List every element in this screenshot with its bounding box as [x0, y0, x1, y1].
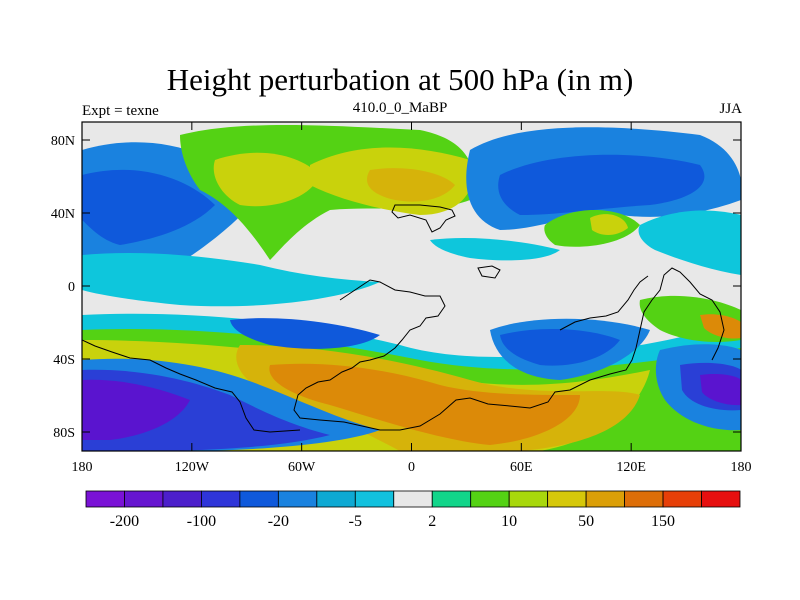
colorbar-swatch	[701, 490, 741, 508]
field-se-darkblue	[500, 328, 620, 366]
lat-tick-label: 80S	[53, 426, 75, 441]
lon-tick-label: 120E	[616, 460, 646, 475]
lon-tick-label: 180	[731, 460, 752, 475]
latitude-axis: 80N 40N 0 40S 80S	[51, 134, 741, 441]
colorbar-swatch	[201, 490, 241, 508]
lon-tick-label: 60E	[510, 460, 533, 475]
lon-tick-label: 120W	[175, 460, 210, 475]
colorbar-label: -20	[268, 513, 289, 530]
colorbar: -200 -100 -20 -5 2 10 50 150	[85, 490, 741, 530]
colorbar-swatch	[585, 490, 625, 508]
colorbar-label: 2	[428, 513, 436, 530]
field-far-east-purple	[700, 373, 741, 406]
lat-tick-label: 40N	[51, 207, 75, 222]
lon-tick-label: 60W	[288, 460, 316, 475]
coastline-east	[559, 275, 649, 331]
field-south-orange	[269, 363, 580, 445]
colorbar-label: -100	[187, 513, 216, 530]
colorbar-swatch	[162, 490, 202, 508]
colorbar-swatch	[393, 490, 433, 508]
colorbar-swatch	[277, 490, 318, 508]
colorbar-swatch	[624, 490, 664, 508]
coastline-arabia	[477, 265, 501, 279]
field-sw-purple	[82, 379, 190, 440]
field-na-darkblue	[82, 169, 215, 245]
time-label: 410.0_0_MaBP	[352, 100, 448, 116]
lon-tick-label: 0	[408, 460, 415, 475]
colorbar-label: 50	[578, 513, 594, 530]
colorbar-label: -200	[110, 513, 139, 530]
coastline-southwest	[82, 339, 301, 433]
field-tropic-darkblue	[230, 318, 380, 349]
plot-title: Height perturbation at 500 hPa (in m)	[166, 62, 634, 97]
field-east-orange	[700, 314, 741, 339]
lat-tick-label: 0	[68, 280, 75, 295]
colorbar-swatch	[662, 490, 702, 508]
experiment-label: Expt = texne	[82, 103, 159, 119]
colorbar-swatch	[547, 490, 587, 508]
coastline-europe	[391, 204, 456, 233]
colorbar-label: 10	[501, 513, 517, 530]
coastlines	[82, 204, 725, 433]
colorbar-swatch	[316, 490, 356, 508]
field-tropic-cyan	[82, 253, 380, 307]
colorbar-swatch	[239, 490, 279, 508]
lat-tick-label: 80N	[51, 134, 75, 149]
colorbar-label: 150	[651, 513, 675, 530]
contour-field	[82, 122, 741, 451]
coastline-main	[293, 267, 725, 431]
colorbar-swatch	[431, 490, 472, 508]
field-gold-core	[367, 168, 455, 202]
lon-tick-label: 180	[72, 460, 93, 475]
field-npacific-cyan	[638, 210, 741, 275]
field-yellow-west	[213, 152, 320, 207]
season-label: JJA	[719, 101, 742, 117]
lat-tick-label: 40S	[53, 353, 75, 368]
field-tropic-cyan-2	[430, 238, 560, 261]
field-asia-darkblue	[498, 154, 705, 215]
colorbar-swatch	[508, 490, 549, 508]
colorbar-swatch	[124, 490, 164, 508]
colorbar-swatch	[354, 490, 395, 508]
colorbar-swatch	[85, 490, 125, 508]
field-pacific-yellow	[590, 214, 628, 235]
colorbar-label: -5	[349, 513, 362, 530]
longitude-axis: 180 120W 60W 0 60E 120E 180	[72, 122, 752, 475]
colorbar-swatch	[470, 490, 510, 508]
